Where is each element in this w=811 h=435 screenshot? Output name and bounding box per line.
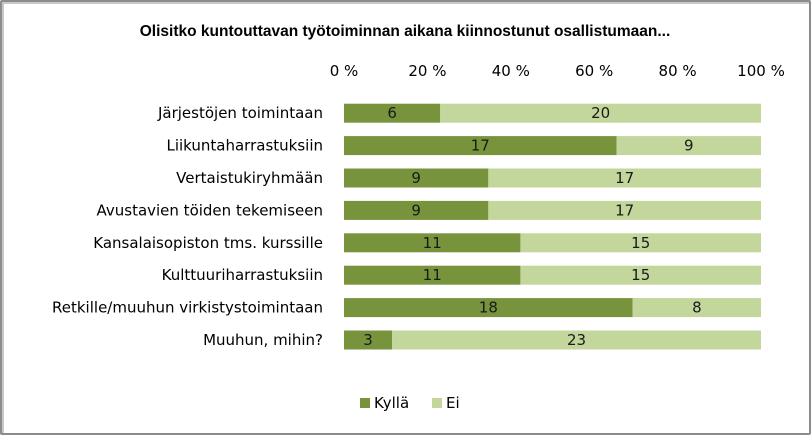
bar-ei xyxy=(392,330,761,350)
bar-kylla xyxy=(344,265,521,285)
data-label: 9 xyxy=(684,137,694,155)
category-label: Kansalaisopiston tms. kurssille xyxy=(93,234,323,252)
data-label: 8 xyxy=(692,299,702,317)
legend: Kyllä Ei xyxy=(360,394,460,412)
bar-kylla xyxy=(344,136,617,156)
bar-kylla xyxy=(344,200,489,220)
data-label: 18 xyxy=(479,299,498,317)
chart-title: Olisitko kuntouttavan työtoiminnan aikan… xyxy=(140,23,671,40)
x-tick-label: 100 % xyxy=(737,62,785,80)
bar-ei xyxy=(632,298,761,318)
bar-ei xyxy=(440,103,761,123)
data-label: 17 xyxy=(471,137,490,155)
category-label: Muuhun, mihin? xyxy=(203,331,323,349)
data-label: 15 xyxy=(631,234,650,252)
x-axis-ticks: 0 % 20 % 40 % 60 % 80 % 100 % xyxy=(330,62,785,80)
category-label: Liikuntaharrastuksiin xyxy=(166,137,323,155)
bar-ei xyxy=(488,168,761,188)
data-label: 11 xyxy=(423,266,442,284)
category-label: Vertaistukiryhmään xyxy=(176,169,323,187)
legend-swatch xyxy=(360,398,370,408)
x-tick-label: 40 % xyxy=(492,62,530,80)
bar-ei xyxy=(520,265,761,285)
bar-kylla xyxy=(344,168,489,188)
bar-kylla xyxy=(344,330,393,350)
data-label: 15 xyxy=(631,266,650,284)
legend-swatch xyxy=(432,398,442,408)
x-tick-label: 80 % xyxy=(659,62,697,80)
bar-kylla xyxy=(344,233,521,253)
data-label: 23 xyxy=(567,331,586,349)
category-label: Avustavien töiden tekemiseen xyxy=(96,201,323,219)
x-tick-label: 20 % xyxy=(408,62,446,80)
x-tick-label: 60 % xyxy=(575,62,613,80)
x-tick-label: 0 % xyxy=(330,62,359,80)
bar-ei xyxy=(520,233,761,253)
data-label: 20 xyxy=(591,104,610,122)
category-label: Järjestöjen toimintaan xyxy=(157,104,323,122)
category-label: Kulttuuriharrastuksiin xyxy=(162,266,323,284)
category-labels: Järjestöjen toimintaan Liikuntaharrastuks… xyxy=(52,104,323,349)
category-label: Retkille/muuhun virkistystoimintaan xyxy=(52,299,323,317)
data-label: 17 xyxy=(615,169,634,187)
data-label: 11 xyxy=(423,234,442,252)
bars: 6 20 17 9 9 17 9 17 11 15 11 15 18 8 3 23 xyxy=(344,103,761,350)
bar-kylla xyxy=(344,103,441,123)
data-label: 6 xyxy=(387,104,397,122)
bar-kylla xyxy=(344,298,633,318)
data-label: 9 xyxy=(411,169,421,187)
data-label: 3 xyxy=(363,331,373,349)
legend-label: Ei xyxy=(446,394,460,412)
legend-label: Kyllä xyxy=(374,394,409,412)
data-label: 9 xyxy=(411,201,421,219)
data-label: 17 xyxy=(615,201,634,219)
bar-ei xyxy=(616,136,761,156)
bar-ei xyxy=(488,200,761,220)
